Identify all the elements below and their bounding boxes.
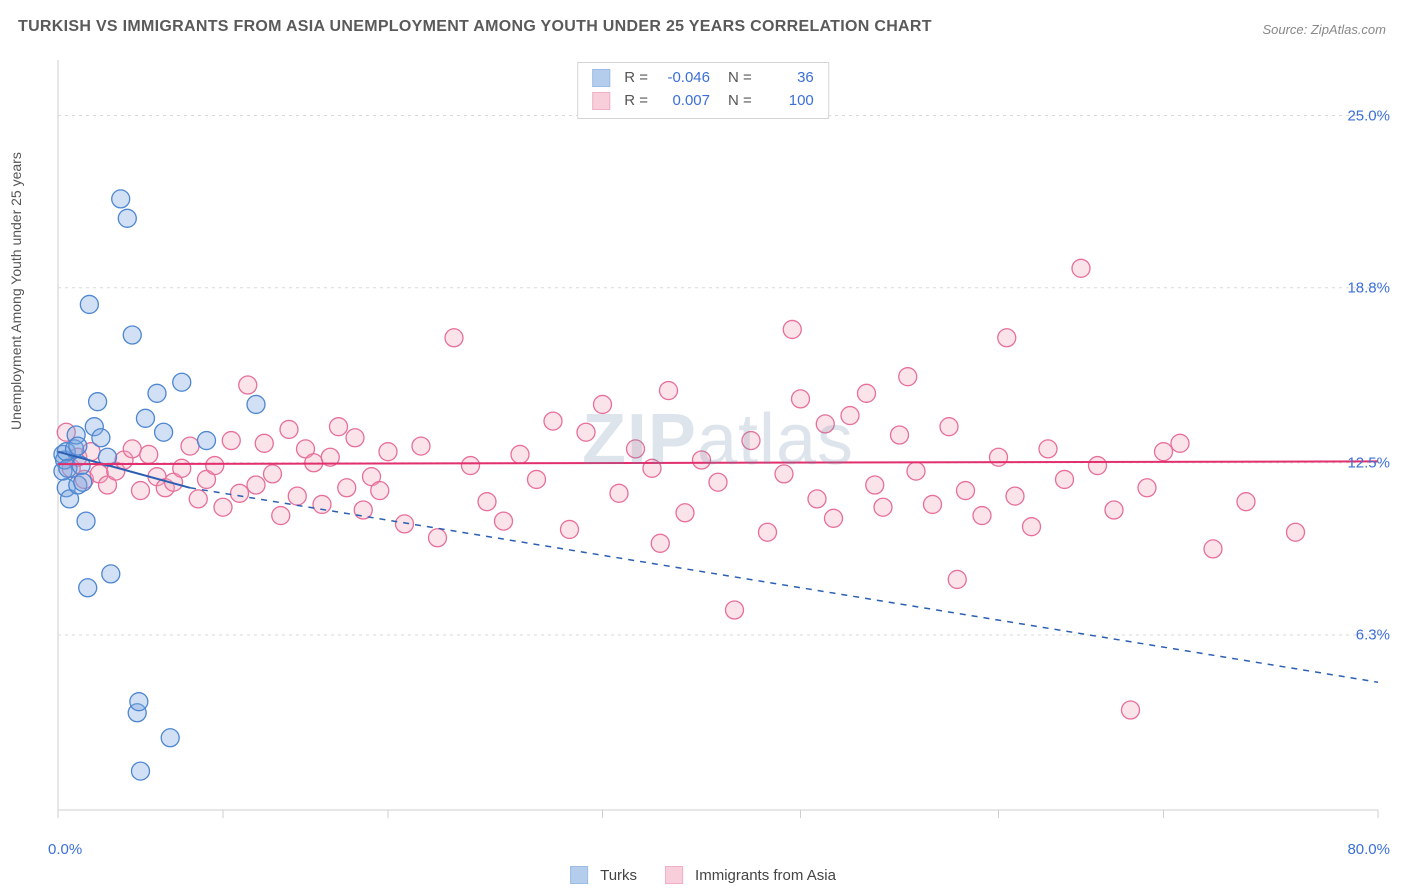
source-name: ZipAtlas.com <box>1311 22 1386 37</box>
series-legend: Turks Immigrants from Asia <box>570 866 836 884</box>
source-prefix: Source: <box>1262 22 1310 37</box>
stats-row-turks: R = -0.046 N = 36 <box>592 67 814 90</box>
r-value-asia: 0.007 <box>656 90 710 113</box>
legend-label-turks: Turks <box>600 867 637 884</box>
correlation-stats-box: R = -0.046 N = 36 R = 0.007 N = 100 <box>577 62 829 119</box>
r-value-turks: -0.046 <box>656 67 710 90</box>
y-tick-label: 25.0% <box>1347 107 1390 124</box>
y-axis-label: Unemployment Among Youth under 25 years <box>8 152 24 430</box>
r-label: R = <box>624 67 648 90</box>
chart-area: ZIPatlas <box>48 60 1388 820</box>
legend-item-turks: Turks <box>570 866 637 884</box>
stats-row-asia: R = 0.007 N = 100 <box>592 90 814 113</box>
y-tick-label: 18.8% <box>1347 279 1390 296</box>
n-label: N = <box>728 67 752 90</box>
n-value-turks: 36 <box>760 67 814 90</box>
swatch-asia <box>592 92 610 110</box>
swatch-asia <box>665 866 683 884</box>
n-label: N = <box>728 90 752 113</box>
r-label: R = <box>624 90 648 113</box>
legend-item-asia: Immigrants from Asia <box>665 866 836 884</box>
y-tick-label: 12.5% <box>1347 454 1390 471</box>
legend-label-asia: Immigrants from Asia <box>695 867 836 884</box>
n-value-asia: 100 <box>760 90 814 113</box>
source-attribution: Source: ZipAtlas.com <box>1262 22 1386 37</box>
y-tick-label: 6.3% <box>1356 627 1390 644</box>
swatch-turks <box>592 69 610 87</box>
chart-title: TURKISH VS IMMIGRANTS FROM ASIA UNEMPLOY… <box>18 18 932 36</box>
x-axis-min-label: 0.0% <box>48 841 82 858</box>
x-axis-max-label: 80.0% <box>1347 841 1390 858</box>
scatter-chart <box>48 60 1388 820</box>
swatch-turks <box>570 866 588 884</box>
